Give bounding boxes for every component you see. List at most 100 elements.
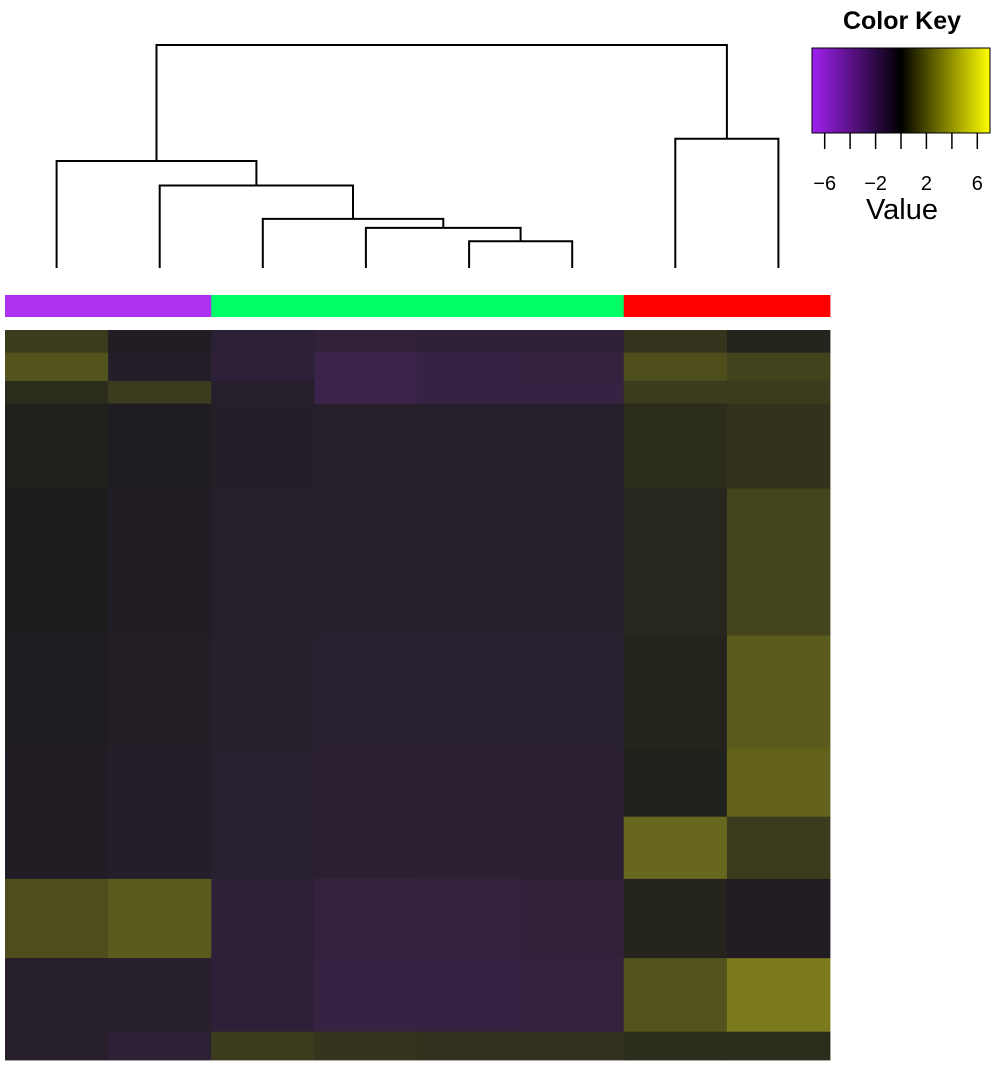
dendrogram-branch	[364, 226, 522, 268]
heatmap-cell	[623, 403, 728, 489]
heatmap-cell	[108, 635, 212, 750]
column-group-swatch	[108, 295, 212, 317]
heatmap-cell	[520, 958, 625, 1033]
heatmap-cell	[417, 403, 522, 489]
heatmap-cell	[5, 330, 109, 354]
heatmap-cell	[417, 488, 522, 636]
heatmap-cell	[314, 403, 418, 489]
heatmap-cell	[211, 878, 315, 959]
heatmap-cell	[520, 380, 625, 404]
heatmap-cell	[726, 878, 831, 959]
heatmap-cell	[108, 1031, 212, 1061]
heatmap-cell	[5, 635, 109, 750]
dendrogram-branch	[158, 184, 354, 268]
heatmap-cell	[520, 635, 625, 750]
heatmap-cell	[211, 748, 315, 818]
column-group-swatch	[520, 295, 625, 317]
heatmap-cell	[417, 1031, 522, 1061]
heatmap-cell	[417, 380, 522, 404]
heatmap-cell	[108, 748, 212, 818]
heatmap-cell	[5, 958, 109, 1033]
heatmap-cell	[5, 380, 109, 404]
heatmap-cell	[520, 488, 625, 636]
heatmap-cell	[314, 380, 418, 404]
color-key-xlabel: Value	[866, 194, 938, 226]
heatmap-cell	[520, 352, 625, 382]
color-key-tick-label: −2	[864, 173, 887, 195]
heatmap-cell	[5, 403, 109, 489]
heatmap-cell	[417, 748, 522, 818]
heatmap-cell	[623, 816, 728, 880]
heatmap-cell	[417, 878, 522, 959]
heatmap-cell	[211, 1031, 315, 1061]
heatmap-cell	[417, 352, 522, 382]
heatmap-cell	[314, 330, 418, 354]
heatmap-cell	[5, 1031, 109, 1061]
heatmap-cell	[5, 488, 109, 636]
heatmap-cell	[211, 403, 315, 489]
heatmap-cell	[314, 878, 418, 959]
heatmap-cell	[5, 816, 109, 880]
heatmap-grid	[5, 330, 831, 1061]
heatmap-cell	[108, 816, 212, 880]
heatmap-cell	[623, 635, 728, 750]
heatmap-cell	[726, 635, 831, 750]
heatmap-cell	[520, 403, 625, 489]
heatmap-cell	[314, 748, 418, 818]
color-key-tick-label: 6	[972, 173, 983, 195]
heatmap-cell	[211, 380, 315, 404]
heatmap-cell	[211, 352, 315, 382]
heatmap-cell	[211, 816, 315, 880]
heatmap-cell	[520, 816, 625, 880]
heatmap-cell	[211, 330, 315, 354]
heatmap-cell	[5, 748, 109, 818]
dendrogram-branch	[674, 137, 780, 268]
heatmap-cell	[5, 352, 109, 382]
heatmap-cell	[726, 488, 831, 636]
dendrogram-branch	[261, 217, 445, 268]
dendrogram-branch	[468, 240, 574, 268]
heatmap-cell	[623, 1031, 728, 1061]
color-key-title: Color Key	[843, 7, 961, 35]
heatmap-cell	[417, 635, 522, 750]
heatmap-cell	[623, 488, 728, 636]
column-group-swatch	[623, 295, 728, 317]
heatmap-cell	[108, 352, 212, 382]
heatmap-cell	[417, 958, 522, 1033]
heatmap-cell	[108, 488, 212, 636]
column-group-swatch	[417, 295, 522, 317]
color-key: Color Key −6 −2 2 6 Value	[811, 7, 991, 226]
column-dendrogram	[55, 44, 780, 268]
dendrogram-branch	[55, 160, 258, 268]
heatmap-cell	[623, 352, 728, 382]
heatmap-cell	[726, 1031, 831, 1061]
heatmap-cell	[108, 380, 212, 404]
heatmap-cell	[211, 958, 315, 1033]
heatmap-cell	[726, 403, 831, 489]
heatmap-cell	[520, 748, 625, 818]
heatmap-cell	[520, 878, 625, 959]
color-key-tick-label: −6	[813, 173, 836, 195]
dendrogram-branch	[155, 44, 728, 161]
heatmap-cell	[623, 380, 728, 404]
heatmap-cell	[211, 488, 315, 636]
column-group-swatch	[5, 295, 109, 317]
heatmap-cell	[417, 330, 522, 354]
heatmap-cell	[314, 352, 418, 382]
heatmap-cell	[623, 958, 728, 1033]
heatmap-cell	[520, 330, 625, 354]
heatmap-cell	[726, 748, 831, 818]
heatmap-cell	[314, 1031, 418, 1061]
color-key-gradient	[811, 47, 991, 134]
color-key-ticks: −6 −2 2 6	[813, 133, 983, 195]
heatmap-cell	[520, 1031, 625, 1061]
heatmap-cell	[726, 958, 831, 1033]
heatmap-cell	[726, 380, 831, 404]
heatmap-cell	[314, 635, 418, 750]
heatmap-cell	[623, 878, 728, 959]
heatmap-cell	[623, 330, 728, 354]
heatmap-cell	[623, 748, 728, 818]
heatmap-cell	[726, 352, 831, 382]
heatmap-cell	[417, 816, 522, 880]
